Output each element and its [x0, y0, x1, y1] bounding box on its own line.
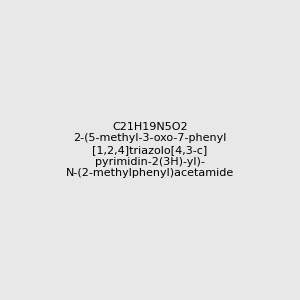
Text: C21H19N5O2
2-(5-methyl-3-oxo-7-phenyl
[1,2,4]triazolo[4,3-c]
pyrimidin-2(3H)-yl): C21H19N5O2 2-(5-methyl-3-oxo-7-phenyl [1…: [66, 122, 234, 178]
